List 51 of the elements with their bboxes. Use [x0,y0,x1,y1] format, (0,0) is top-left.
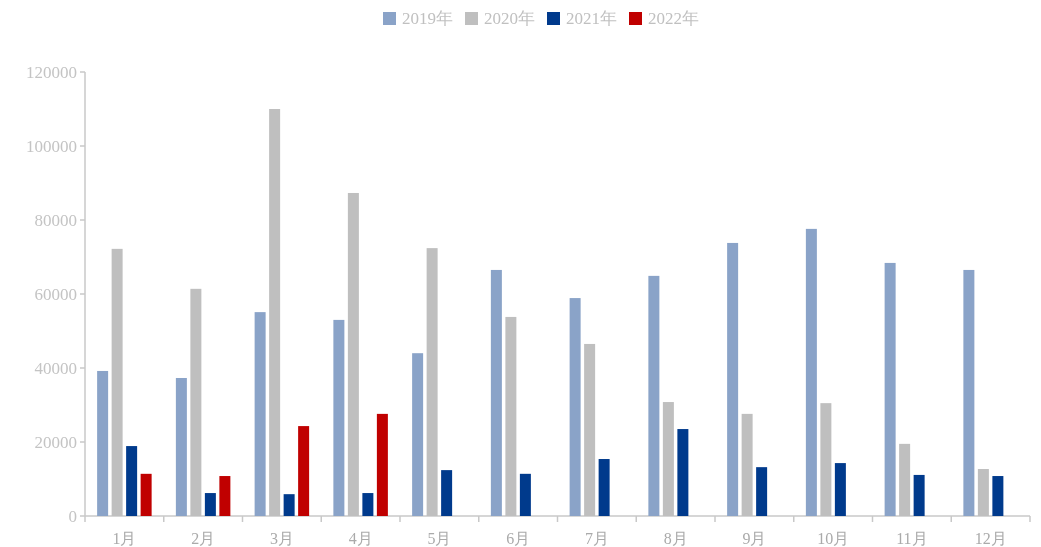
legend-label: 2020年 [484,9,535,28]
x-tick-label: 3月 [269,530,294,547]
bar [219,476,231,516]
x-tick-label: 11月 [896,530,928,547]
x-tick-label: 1月 [112,530,137,547]
bar [140,473,152,516]
x-tick-label: 7月 [584,530,609,547]
legend-label: 2019年 [402,9,453,28]
y-tick-label: 120000 [26,63,77,82]
y-tick-label: 100000 [26,137,77,156]
y-tick-label: 80000 [34,211,77,230]
bar [963,269,975,516]
bar [490,269,502,516]
x-tick-label: 12月 [974,530,1007,547]
bar [677,429,689,516]
y-tick-label: 20000 [34,433,77,452]
x-tick-label: 10月 [817,530,850,547]
bar [834,463,846,516]
x-tick-label: 2月 [191,530,216,547]
bar [569,298,581,516]
x-tick-label: 4月 [348,530,373,547]
bar [756,467,768,516]
bar [913,474,925,516]
x-tick-label: 6月 [506,530,531,547]
x-tick-label: 8月 [663,530,688,547]
bar [727,242,739,516]
bar [412,353,424,516]
bar [648,275,660,516]
bar [333,319,345,516]
bar [805,228,817,516]
bar [283,494,295,516]
bar [376,413,388,516]
y-tick-label: 60000 [34,285,77,304]
x-tick-label: 9月 [742,530,767,547]
bar [884,262,896,516]
bar [519,473,531,516]
legend-label: 2021年 [566,9,617,28]
bar [204,493,216,516]
bar [598,459,610,516]
y-tick-label: 40000 [34,359,77,378]
bar [97,370,109,516]
legend-label: 2022年 [648,9,699,28]
bar [992,476,1004,516]
bar [441,470,453,516]
bar [254,312,266,516]
bar [362,493,374,516]
bar [298,426,310,516]
y-tick-label: 0 [68,507,77,526]
x-tick-label: 5月 [427,530,452,547]
bar [175,377,187,516]
bar [126,446,138,516]
